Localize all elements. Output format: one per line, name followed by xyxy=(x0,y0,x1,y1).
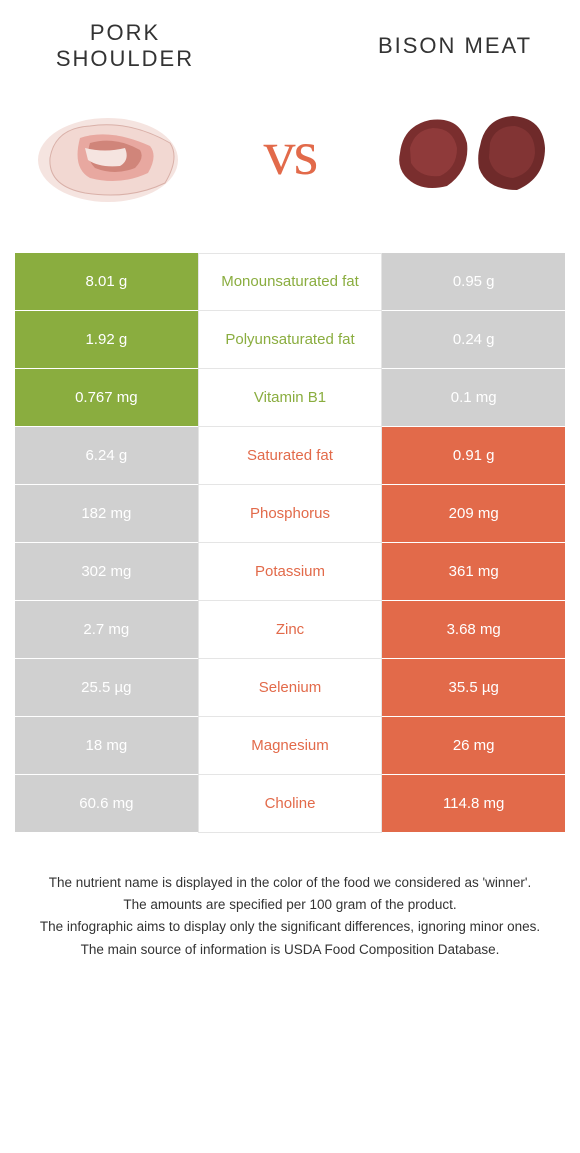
left-value: 2.7 mg xyxy=(15,601,198,659)
right-value: 26 mg xyxy=(382,717,565,775)
left-title-line2: SHOULDER xyxy=(56,46,194,71)
footer-line4: The main source of information is USDA F… xyxy=(25,940,555,960)
right-value: 3.68 mg xyxy=(382,601,565,659)
table-row: 60.6 mgCholine114.8 mg xyxy=(15,775,565,833)
nutrient-name: Zinc xyxy=(198,601,383,659)
nutrient-name: Saturated fat xyxy=(198,427,383,485)
table-row: 18 mgMagnesium26 mg xyxy=(15,717,565,775)
left-value: 18 mg xyxy=(15,717,198,775)
left-value: 8.01 g xyxy=(15,253,198,311)
bison-image xyxy=(385,93,555,213)
right-value: 35.5 µg xyxy=(382,659,565,717)
nutrient-name: Magnesium xyxy=(198,717,383,775)
table-row: 1.92 gPolyunsaturated fat0.24 g xyxy=(15,311,565,369)
nutrient-name: Selenium xyxy=(198,659,383,717)
nutrient-name: Polyunsaturated fat xyxy=(198,311,383,369)
nutrient-name: Vitamin B1 xyxy=(198,369,383,427)
right-value: 361 mg xyxy=(382,543,565,601)
pork-image xyxy=(25,93,195,213)
table-row: 25.5 µgSelenium35.5 µg xyxy=(15,659,565,717)
left-value: 6.24 g xyxy=(15,427,198,485)
footer-line1: The nutrient name is displayed in the co… xyxy=(25,873,555,893)
left-value: 25.5 µg xyxy=(15,659,198,717)
right-value: 0.24 g xyxy=(382,311,565,369)
table-row: 302 mgPotassium361 mg xyxy=(15,543,565,601)
bison-meat-icon xyxy=(385,98,555,208)
right-title: BISON MEAT xyxy=(378,33,532,58)
pork-shoulder-icon xyxy=(30,98,190,208)
images-row: vs xyxy=(15,83,565,243)
left-title-line1: PORK xyxy=(90,20,160,45)
nutrient-name: Potassium xyxy=(198,543,383,601)
nutrient-name: Monounsaturated fat xyxy=(198,253,383,311)
right-value: 209 mg xyxy=(382,485,565,543)
footer-line2: The amounts are specified per 100 gram o… xyxy=(25,895,555,915)
right-value: 0.91 g xyxy=(382,427,565,485)
left-value: 302 mg xyxy=(15,543,198,601)
nutrient-name: Phosphorus xyxy=(198,485,383,543)
left-food-title: PORK SHOULDER xyxy=(35,20,215,73)
table-row: 6.24 gSaturated fat0.91 g xyxy=(15,427,565,485)
left-value: 60.6 mg xyxy=(15,775,198,833)
table-row: 2.7 mgZinc3.68 mg xyxy=(15,601,565,659)
footer: The nutrient name is displayed in the co… xyxy=(15,873,565,960)
table-row: 182 mgPhosphorus209 mg xyxy=(15,485,565,543)
left-value: 182 mg xyxy=(15,485,198,543)
nutrient-name: Choline xyxy=(198,775,383,833)
right-food-title: BISON MEAT xyxy=(365,33,545,59)
footer-line3: The infographic aims to display only the… xyxy=(25,917,555,937)
vs-label: vs xyxy=(264,116,317,190)
left-value: 0.767 mg xyxy=(15,369,198,427)
right-value: 0.95 g xyxy=(382,253,565,311)
right-value: 114.8 mg xyxy=(382,775,565,833)
right-value: 0.1 mg xyxy=(382,369,565,427)
comparison-table: 8.01 gMonounsaturated fat0.95 g1.92 gPol… xyxy=(15,253,565,833)
table-row: 0.767 mgVitamin B10.1 mg xyxy=(15,369,565,427)
table-row: 8.01 gMonounsaturated fat0.95 g xyxy=(15,253,565,311)
header: PORK SHOULDER BISON MEAT xyxy=(15,20,565,83)
left-value: 1.92 g xyxy=(15,311,198,369)
